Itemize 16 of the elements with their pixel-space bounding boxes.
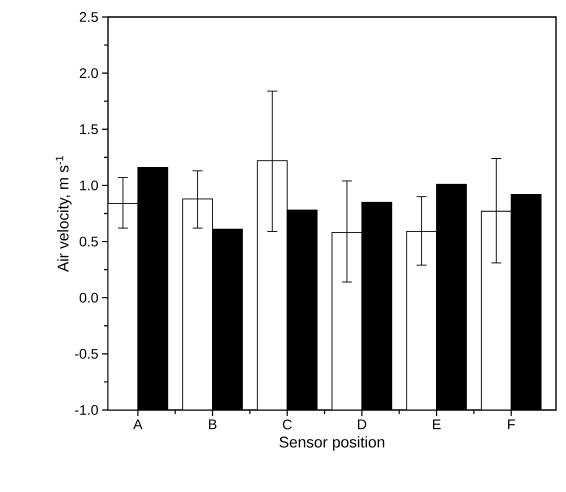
- y-tick-label: 0.5: [80, 236, 98, 247]
- y-axis-title: Air velocity, m s$^{-1}$: [56, 156, 72, 272]
- y-tick-label: 2.5: [80, 12, 98, 22]
- y-tick-label: 2.0: [80, 68, 98, 78]
- x-tick-label: F: [508, 420, 515, 430]
- x-tick-label: C: [282, 420, 292, 430]
- y-tick-label: 0.0: [80, 292, 98, 303]
- y-tick-label: -1.0: [75, 405, 98, 415]
- y-tick-label: -0.5: [75, 348, 98, 359]
- x-tick-label: E: [433, 420, 441, 430]
- x-tick-label: B: [209, 420, 216, 430]
- x-axis-title: Sensor position: [279, 436, 384, 451]
- x-tick-label: D: [358, 420, 366, 430]
- x-tick-label: A: [133, 420, 142, 430]
- y-tick-label: 1.0: [80, 180, 98, 190]
- y-tick-label: 1.5: [80, 124, 98, 134]
